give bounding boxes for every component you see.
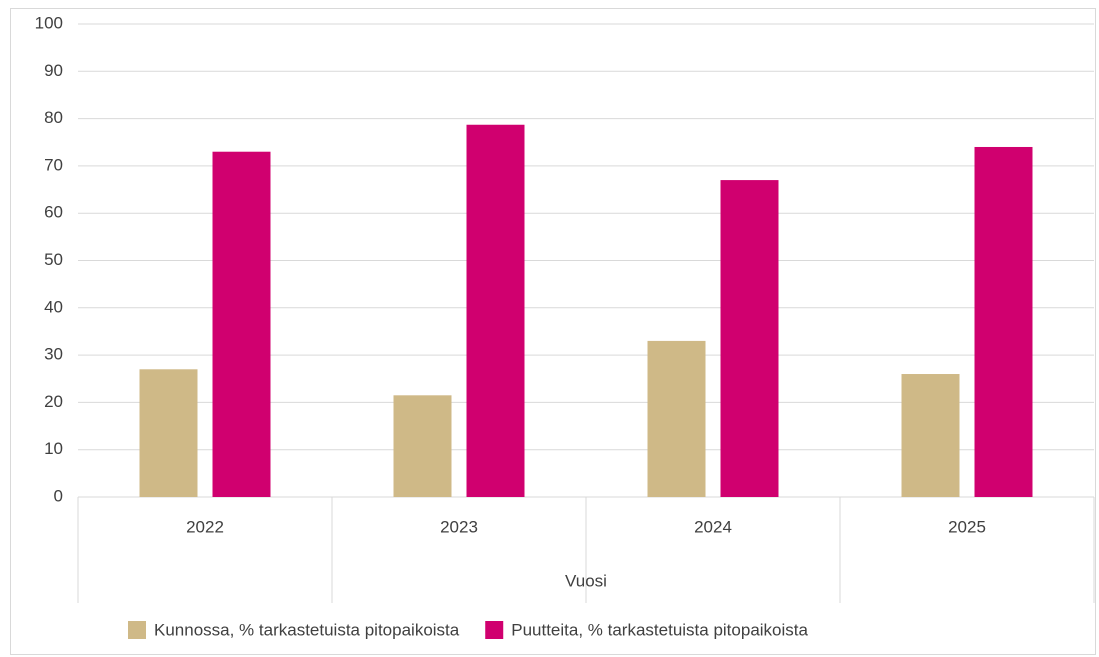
bar (647, 340, 706, 497)
legend-swatch (485, 621, 504, 639)
x-axis-label: Vuosi (565, 571, 607, 590)
y-tick-label: 70 (44, 155, 63, 174)
y-tick-label: 100 (35, 13, 63, 32)
chart-frame (10, 8, 1096, 655)
y-tick-label: 90 (44, 61, 63, 80)
bar (720, 180, 779, 497)
bar (393, 395, 452, 497)
y-tick-label: 20 (44, 392, 63, 411)
x-tick-label: 2025 (948, 517, 986, 536)
y-tick-label: 80 (44, 108, 63, 127)
x-tick-label: 2024 (694, 517, 732, 536)
bar (974, 146, 1033, 498)
bar (139, 369, 198, 497)
x-tick-label: 2022 (186, 517, 224, 536)
legend-label: Puutteita, % tarkastetuista pitopaikoist… (511, 620, 808, 639)
y-tick-label: 0 (54, 486, 63, 505)
y-tick-label: 40 (44, 297, 63, 316)
y-tick-label: 30 (44, 345, 63, 364)
x-tick-label: 2023 (440, 517, 478, 536)
y-tick-label: 60 (44, 203, 63, 222)
bar (901, 374, 960, 497)
y-tick-label: 10 (44, 439, 63, 458)
y-tick-label: 50 (44, 250, 63, 269)
bar (212, 151, 271, 497)
bar (466, 124, 525, 498)
legend-label: Kunnossa, % tarkastetuista pitopaikoista (154, 620, 460, 639)
legend-swatch (128, 621, 146, 639)
